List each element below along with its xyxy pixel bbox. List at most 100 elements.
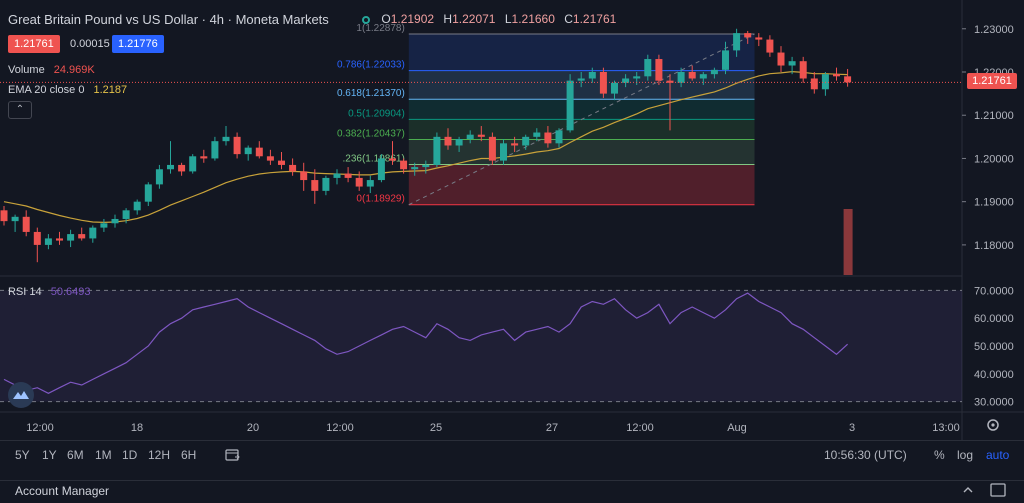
log-scale-button[interactable]: log <box>957 448 974 462</box>
candle-body <box>799 61 807 79</box>
candle-body <box>522 136 530 146</box>
candle-body <box>477 134 485 137</box>
price-tick-label: 1.18000 <box>974 240 1014 252</box>
auto-scale-button[interactable]: auto <box>986 448 1010 462</box>
date-range-icon[interactable] <box>225 448 241 462</box>
chart-title: Great Britain Pound vs US Dollar · 4h · … <box>8 12 329 27</box>
candle-body <box>389 158 396 161</box>
bottom-toolbar <box>0 440 1024 471</box>
fib-zone-0.382 <box>408 119 755 140</box>
fib-label-0: 0(1.18929) <box>356 194 404 205</box>
candle-body <box>777 52 785 66</box>
minimize-panel-icon[interactable] <box>962 484 974 496</box>
volume-bar <box>843 209 853 275</box>
candle-body <box>333 173 341 178</box>
candle-body <box>821 74 829 90</box>
candle-body <box>155 169 163 185</box>
candle-body <box>344 173 352 178</box>
fib-label-0.382: 0.382(1.20437) <box>337 129 405 140</box>
candle-body <box>33 231 41 245</box>
rsi-tick-label: 60.0000 <box>974 313 1014 325</box>
candle-body <box>400 160 408 170</box>
timeframe-button[interactable]: 1Y <box>42 448 57 462</box>
candle-body <box>666 80 674 83</box>
candle-body <box>444 136 452 146</box>
time-tick-label: Aug <box>727 422 747 434</box>
fib-label-0.618: 0.618(1.21370) <box>337 88 405 99</box>
timeframe-button[interactable]: 6M <box>67 448 84 462</box>
live-indicator-icon <box>362 16 370 24</box>
candle-body <box>211 141 219 159</box>
fib-label-1: 1(1.22878) <box>356 23 404 34</box>
price-tick-label: 1.19000 <box>974 197 1014 209</box>
candle-body <box>22 216 30 232</box>
candle-body <box>11 216 19 222</box>
ema-value: 1.2187 <box>93 84 128 96</box>
candle-body <box>588 72 596 79</box>
candle-body <box>266 156 274 161</box>
timeframe-button[interactable]: 6H <box>181 448 197 462</box>
last-price-label: 1.21761 <box>967 73 1017 89</box>
candle-body <box>433 136 441 165</box>
fib-zone-0.236 <box>408 139 755 165</box>
time-tick-label: 12:00 <box>326 422 354 434</box>
bid-price-button[interactable]: 1.21761 <box>8 35 60 53</box>
price-tick-label: 1.23000 <box>974 24 1014 36</box>
candle-body <box>688 72 696 79</box>
footer-panel <box>0 480 1024 503</box>
candle-body <box>67 234 75 241</box>
candle-body <box>533 132 541 137</box>
timeframe-button[interactable]: 12H <box>148 448 171 462</box>
ema-label: EMA 20 close 0 <box>8 84 85 96</box>
volume-legend[interactable]: Volume 24.969K <box>8 64 95 76</box>
candle-body <box>833 74 840 77</box>
collapse-legend-button[interactable]: ⌃ <box>8 101 32 119</box>
gear-ring <box>987 419 999 431</box>
candle-body <box>244 147 252 155</box>
time-tick-label: 25 <box>430 422 442 434</box>
fib-label-0.786: 0.786(1.22033) <box>337 60 405 71</box>
timeframe-button[interactable]: 5Y <box>15 448 30 462</box>
candle-body <box>200 156 208 159</box>
candle-body <box>544 132 552 144</box>
price-tick-label: 1.20000 <box>974 153 1014 165</box>
candle-body <box>144 184 152 202</box>
candle-body <box>810 78 818 90</box>
candle-body <box>355 177 363 187</box>
candle-body <box>222 136 230 142</box>
time-tick-label: 13:00 <box>932 422 960 434</box>
candle-body <box>677 72 685 83</box>
utc-clock[interactable]: 10:56:30 (UTC) <box>824 448 907 462</box>
candle-body <box>100 223 108 228</box>
ema-legend[interactable]: EMA 20 close 0 1.2187 <box>8 84 127 96</box>
candle-body <box>500 143 507 161</box>
candle-body <box>322 177 330 191</box>
candle-body <box>655 59 663 81</box>
candle-body <box>178 164 186 172</box>
rsi-label: RSI 14 <box>8 286 42 298</box>
fib-trend-line <box>408 33 755 206</box>
candle-body <box>744 33 752 38</box>
time-tick-label: 18 <box>131 422 143 434</box>
candle-body <box>411 167 419 170</box>
price-tick-label: 1.21000 <box>974 110 1014 122</box>
candle-body <box>0 210 8 222</box>
time-tick-label: 20 <box>247 422 259 434</box>
ask-price-button[interactable]: 1.21776 <box>112 35 164 53</box>
rsi-tick-label: 40.0000 <box>974 369 1014 381</box>
timeframe-button[interactable]: 1D <box>122 448 138 462</box>
candle-body <box>377 158 385 181</box>
volume-label: Volume <box>8 64 45 76</box>
fib-zone-0 <box>408 164 755 205</box>
timeframe-button[interactable]: 1M <box>95 448 112 462</box>
fib-zone-0.786 <box>408 34 755 71</box>
candle-body <box>466 134 474 139</box>
account-manager-tab[interactable]: Account Manager <box>15 484 110 498</box>
broker-logo-icon[interactable] <box>8 382 34 408</box>
candle-body <box>722 50 729 70</box>
percent-scale-button[interactable]: % <box>934 448 945 462</box>
maximize-panel-icon[interactable] <box>990 483 1006 497</box>
settings-gear-icon[interactable] <box>987 419 999 431</box>
rsi-legend[interactable]: RSI 14 50.6493 <box>8 286 90 298</box>
